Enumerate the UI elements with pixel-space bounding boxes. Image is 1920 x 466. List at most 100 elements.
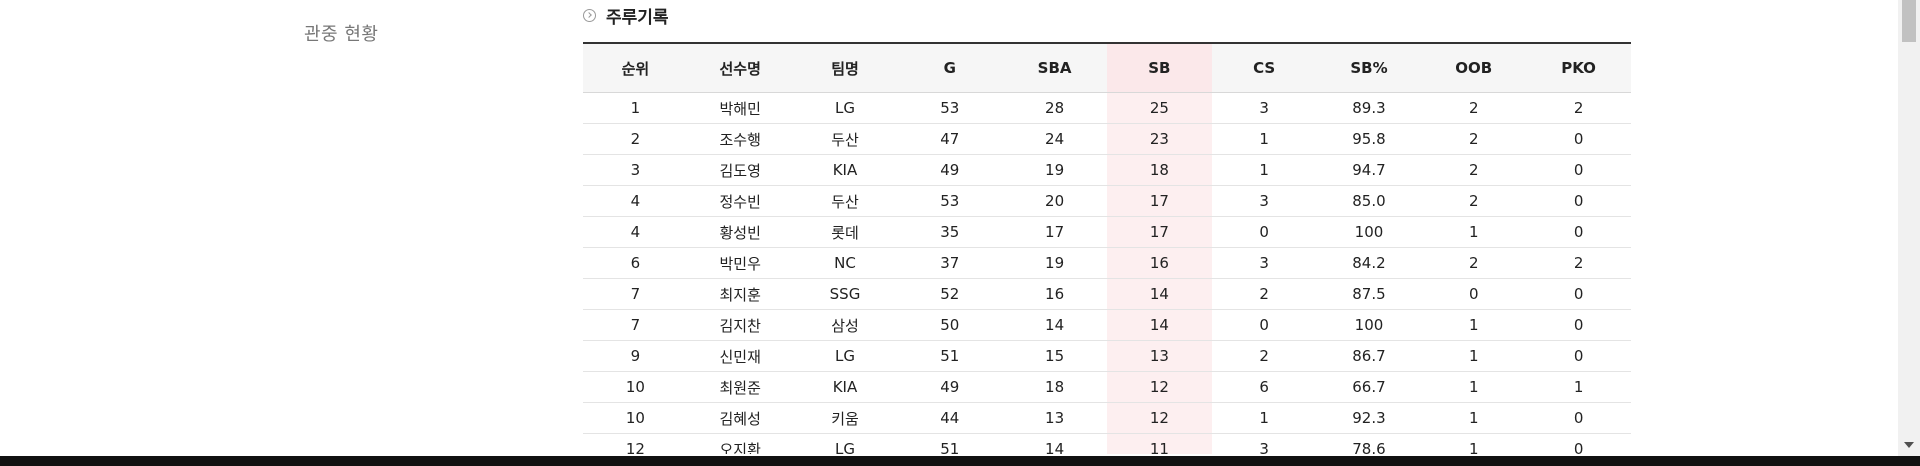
cell-g: 37 [897, 247, 1003, 279]
cell-oob: 1 [1421, 402, 1527, 434]
cell-sb: 16 [1106, 247, 1212, 279]
cell-g: 49 [897, 154, 1003, 186]
cell-player[interactable]: 조수행 [687, 123, 793, 155]
cell-pko: 0 [1526, 185, 1631, 217]
cell-sb: 12 [1106, 371, 1212, 403]
cell-oob: 2 [1421, 154, 1527, 186]
table-body: 1 박해민 LG 53 28 25 3 89.3 2 2 2 조수행 두산 47 24 23 1 95.8 2 0 3 김… [583, 92, 1631, 454]
cell-sba: 16 [1002, 278, 1107, 310]
cell-rank: 12 [583, 433, 688, 454]
cell-sb-pct: 86.7 [1316, 340, 1422, 372]
cell-g: 50 [897, 309, 1003, 341]
cell-sb-pct: 100 [1316, 309, 1422, 341]
cell-pko: 2 [1526, 247, 1631, 279]
cell-cs: 0 [1211, 216, 1317, 248]
cell-rank: 4 [583, 185, 688, 217]
cell-sb: 17 [1106, 216, 1212, 248]
section-header: 주루기록 [583, 3, 669, 28]
table-row: 3 김도영 KIA 49 19 18 1 94.7 2 0 [583, 154, 1631, 186]
cell-cs: 3 [1211, 433, 1317, 454]
cell-pko: 0 [1526, 216, 1631, 248]
cell-cs: 3 [1211, 185, 1317, 217]
cell-g: 53 [897, 92, 1003, 124]
cell-player[interactable]: 박해민 [687, 92, 793, 124]
cell-sba: 19 [1002, 247, 1107, 279]
cell-pko: 0 [1526, 433, 1631, 454]
header-team[interactable]: 팀명 [792, 44, 898, 93]
cell-player[interactable]: 김혜성 [687, 402, 793, 434]
table-row: 6 박민우 NC 37 19 16 3 84.2 2 2 [583, 247, 1631, 279]
cell-player[interactable]: 오지환 [687, 433, 793, 454]
cell-team: LG [792, 340, 898, 372]
cell-cs: 2 [1211, 278, 1317, 310]
cell-cs: 1 [1211, 402, 1317, 434]
cell-sb-pct: 78.6 [1316, 433, 1422, 454]
cell-g: 44 [897, 402, 1003, 434]
header-oob[interactable]: OOB [1421, 44, 1527, 93]
cell-player[interactable]: 신민재 [687, 340, 793, 372]
cell-cs: 1 [1211, 154, 1317, 186]
table-row: 2 조수행 두산 47 24 23 1 95.8 2 0 [583, 123, 1631, 155]
cell-sb: 18 [1106, 154, 1212, 186]
cell-oob: 2 [1421, 185, 1527, 217]
cell-rank: 10 [583, 371, 688, 403]
cell-sb: 11 [1106, 433, 1212, 454]
header-pko[interactable]: PKO [1526, 44, 1631, 93]
cell-oob: 1 [1421, 340, 1527, 372]
cell-team: KIA [792, 371, 898, 403]
cell-sba: 28 [1002, 92, 1107, 124]
cell-rank: 7 [583, 278, 688, 310]
header-g[interactable]: G [897, 44, 1003, 93]
cell-team: LG [792, 433, 898, 454]
cell-player[interactable]: 최원준 [687, 371, 793, 403]
cell-sba: 19 [1002, 154, 1107, 186]
cell-sb: 14 [1106, 309, 1212, 341]
cell-g: 51 [897, 433, 1003, 454]
vertical-scrollbar[interactable] [1898, 0, 1920, 466]
cell-cs: 6 [1211, 371, 1317, 403]
cell-oob: 2 [1421, 123, 1527, 155]
cell-g: 51 [897, 340, 1003, 372]
cell-team: 삼성 [792, 309, 898, 341]
scrollbar-thumb[interactable] [1902, 0, 1916, 42]
header-sb[interactable]: SB [1106, 44, 1212, 93]
cell-g: 49 [897, 371, 1003, 403]
cell-player[interactable]: 황성빈 [687, 216, 793, 248]
table-row: 4 황성빈 롯데 35 17 17 0 100 1 0 [583, 216, 1631, 248]
cell-g: 52 [897, 278, 1003, 310]
cell-sb-pct: 100 [1316, 216, 1422, 248]
sidebar-spectator-status-link[interactable]: 관중 현황 [304, 24, 379, 45]
cell-oob: 1 [1421, 216, 1527, 248]
cell-sb: 17 [1106, 185, 1212, 217]
header-sb-pct[interactable]: SB% [1316, 44, 1422, 93]
cell-pko: 0 [1526, 309, 1631, 341]
cell-player[interactable]: 김지찬 [687, 309, 793, 341]
cell-rank: 7 [583, 309, 688, 341]
cell-sb: 14 [1106, 278, 1212, 310]
cell-team: KIA [792, 154, 898, 186]
chevron-right-circle-icon [583, 8, 596, 22]
cell-player[interactable]: 정수빈 [687, 185, 793, 217]
table-row: 4 정수빈 두산 53 20 17 3 85.0 2 0 [583, 185, 1631, 217]
table-row: 10 김혜성 키움 44 13 12 1 92.3 1 0 [583, 402, 1631, 434]
cell-rank: 6 [583, 247, 688, 279]
cell-sb-pct: 94.7 [1316, 154, 1422, 186]
cell-sba: 15 [1002, 340, 1107, 372]
cell-player[interactable]: 박민우 [687, 247, 793, 279]
cell-oob: 0 [1421, 278, 1527, 310]
cell-team: 키움 [792, 402, 898, 434]
header-rank[interactable]: 순위 [583, 44, 688, 93]
cell-player[interactable]: 김도영 [687, 154, 793, 186]
cell-sba: 14 [1002, 433, 1107, 454]
cell-player[interactable]: 최지훈 [687, 278, 793, 310]
cell-team: LG [792, 92, 898, 124]
cell-sb: 13 [1106, 340, 1212, 372]
header-cs[interactable]: CS [1211, 44, 1317, 93]
cell-team: NC [792, 247, 898, 279]
cell-pko: 0 [1526, 340, 1631, 372]
header-player[interactable]: 선수명 [687, 44, 793, 93]
header-sba[interactable]: SBA [1002, 44, 1107, 93]
scroll-down-arrow-icon[interactable] [1904, 442, 1914, 448]
bottom-bar [0, 456, 1920, 466]
table-row: 9 신민재 LG 51 15 13 2 86.7 1 0 [583, 340, 1631, 372]
